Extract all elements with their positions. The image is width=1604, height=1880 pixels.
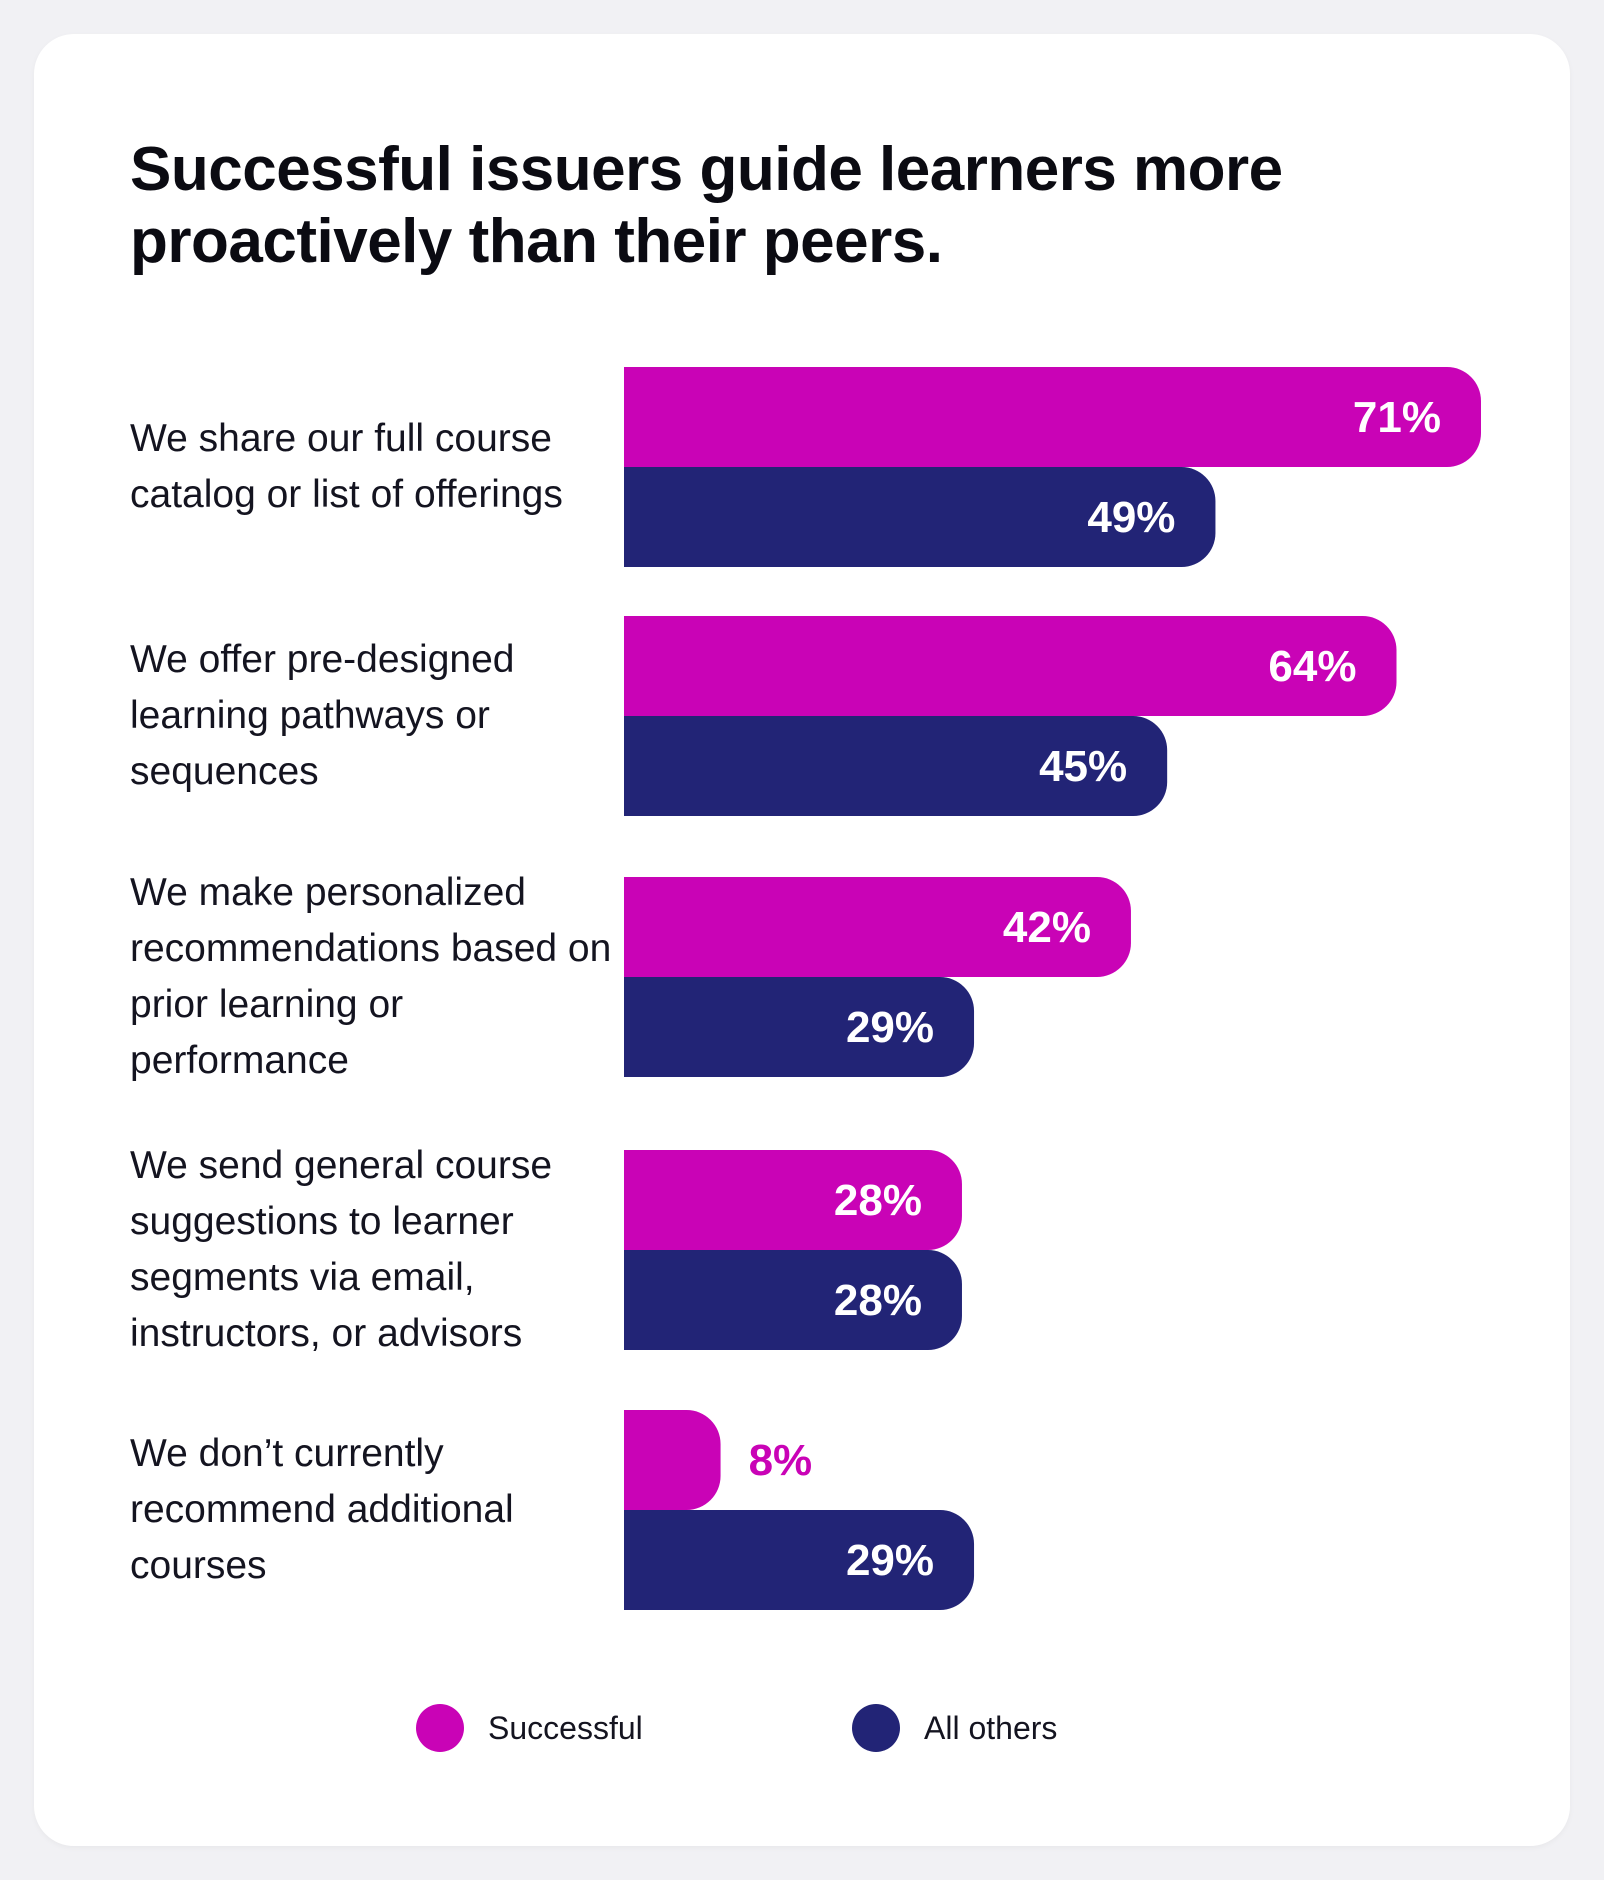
legend-swatch-all-others	[852, 1704, 900, 1752]
data-label-all-others-3: 29%	[846, 1003, 934, 1052]
legend-label-successful: Successful	[488, 1709, 643, 1746]
category-label-5: We don’t currently recommend additional …	[130, 1432, 514, 1587]
bar-successful-1	[624, 367, 1481, 467]
legend-label-all-others: All others	[924, 1709, 1058, 1746]
bar-all-others-5	[624, 1510, 975, 1610]
category-label-3: We make personalized recommendations bas…	[130, 871, 612, 1082]
legend-item-successful: Successful	[416, 1704, 643, 1752]
chart-title: Successful issuers guide learners more p…	[130, 135, 1283, 276]
bar-successful-5	[624, 1410, 721, 1510]
data-label-all-others-5: 29%	[846, 1536, 934, 1585]
bar-successful-3	[624, 877, 1131, 977]
category-label-1: We share our full course catalog or list…	[130, 417, 563, 516]
category-label-2: We offer pre-designed learning pathways …	[130, 638, 515, 793]
bar-successful-2	[624, 616, 1397, 716]
data-label-successful-5: 8%	[749, 1436, 813, 1485]
bar-all-others-2	[624, 716, 1168, 816]
data-label-all-others-2: 45%	[1039, 742, 1127, 791]
data-label-successful-4: 28%	[834, 1176, 922, 1225]
data-label-all-others-4: 28%	[834, 1276, 922, 1325]
bar-all-others-3	[624, 977, 975, 1077]
legend-item-all-others: All others	[852, 1704, 1057, 1752]
bar-successful-4	[624, 1150, 962, 1250]
category-label-4: We send general course suggestions to le…	[130, 1144, 553, 1355]
bar-all-others-4	[624, 1250, 962, 1350]
data-label-successful-2: 64%	[1268, 642, 1356, 691]
bar-all-others-1	[624, 467, 1216, 567]
data-label-successful-3: 42%	[1003, 903, 1091, 952]
data-label-all-others-1: 49%	[1087, 493, 1175, 542]
legend-swatch-successful	[416, 1704, 464, 1752]
data-label-successful-1: 71%	[1353, 393, 1441, 442]
